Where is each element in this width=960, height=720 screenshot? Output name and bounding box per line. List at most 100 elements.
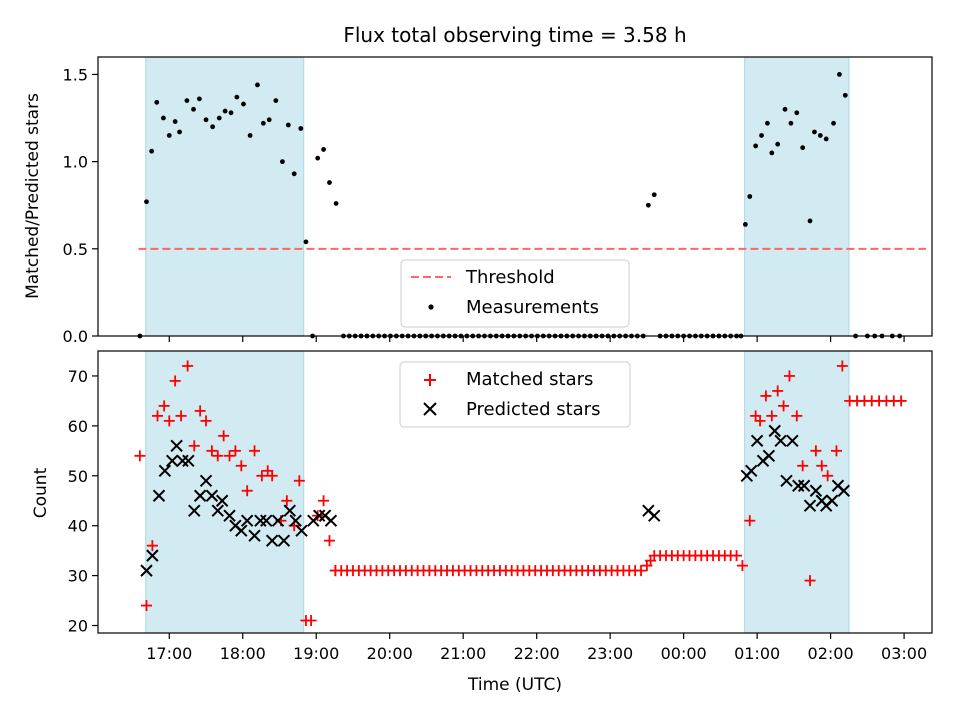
matched-star-marker (175, 410, 187, 422)
predicted-stars-markers (140, 424, 851, 577)
matched-star-marker (235, 460, 247, 472)
x-tick-label: 03:00 (881, 644, 927, 663)
measurement-point (775, 141, 781, 147)
measurement-point (222, 108, 228, 114)
matched-star-marker (318, 495, 330, 507)
predicted-star-marker (768, 424, 781, 438)
matched-star-marker (212, 450, 224, 462)
measurement-point (327, 180, 332, 185)
measurements-legend-swatch (428, 304, 434, 310)
matched-stars-markers (134, 360, 907, 627)
predicted-star-marker (176, 454, 189, 468)
predicted-star-marker (182, 454, 195, 468)
matched-star-marker (754, 415, 766, 427)
matched-star-marker (305, 615, 317, 627)
predicted-star-marker (837, 484, 851, 497)
predicted-star-marker (211, 504, 224, 517)
top-y-tick-label: 1.0 (63, 153, 88, 172)
predicted-star-marker (792, 479, 805, 492)
x-tick-label: 02:00 (808, 644, 854, 663)
bottom-legend-box (399, 361, 631, 428)
x-tick-label: 01:00 (734, 644, 780, 663)
matched-star-marker (744, 515, 756, 527)
x-tick-label: 23:00 (587, 644, 633, 663)
bottom-y-tick-label: 20 (68, 617, 88, 636)
matched-star-marker (140, 600, 152, 612)
bottom-y-tick-label: 70 (68, 367, 88, 386)
x-tick-label: 19:00 (293, 644, 339, 663)
top-y-axis-ticks: 0.0 0.5 1.0 1.5 (63, 65, 98, 346)
measurement-point (266, 117, 272, 123)
matched-star-marker (206, 445, 218, 457)
matched-legend-label: Matched stars (466, 369, 593, 390)
measurement-point (166, 133, 172, 138)
predicted-star-marker (780, 474, 793, 487)
matched-star-marker (163, 415, 175, 427)
measurement-point (203, 117, 209, 123)
measurement-point (788, 120, 794, 126)
predicted-star-marker (283, 504, 296, 517)
matched-star-marker (810, 445, 822, 457)
matched-star-marker (895, 395, 907, 407)
measurement-point (753, 143, 759, 149)
x-tick-label: 22:00 (514, 644, 560, 663)
predicted-star-marker (199, 474, 213, 487)
matched-star-marker (760, 390, 772, 402)
predicted-legend-label: Predicted stars (466, 399, 600, 420)
predicted-star-marker (193, 489, 207, 502)
measurement-point (837, 72, 842, 77)
predicted-star-marker (289, 514, 302, 527)
measurement-point (812, 129, 817, 135)
top-panel: 0.0 0.5 1.0 1.5 Matched/Predicted stars Thr… (23, 56, 933, 346)
measurement-point (273, 98, 279, 103)
top-shaded-interval-0 (145, 56, 305, 337)
measurement-point (747, 194, 753, 199)
bottom-y-axis-label: Count (31, 467, 51, 518)
matched-star-marker (229, 445, 241, 457)
bottom-panel: 20 30 40 50 60 70 17:00 18:00 19:00 20:00 21:00 22… (31, 350, 933, 695)
predicted-star-marker (324, 514, 338, 527)
predicted-star-marker (312, 509, 326, 522)
predicted-star-marker (254, 514, 267, 527)
measurement-point (817, 133, 823, 138)
predicted-star-marker (205, 489, 219, 502)
predicted-star-marker (277, 534, 291, 547)
x-tick-label: 18:00 (220, 644, 266, 663)
matched-star-marker (772, 385, 784, 397)
predicted-star-marker (140, 564, 153, 577)
measurement-point (831, 120, 836, 126)
measurement-point (823, 136, 829, 142)
bottom-y-axis-ticks: 20 30 40 50 60 70 (68, 367, 98, 636)
measurement-point (191, 106, 196, 112)
measurement-point (154, 99, 160, 105)
bottom-plot-frame (97, 350, 933, 634)
measurement-point (333, 201, 339, 206)
predicted-star-marker (750, 434, 764, 448)
predicted-star-marker (786, 434, 799, 448)
matched-star-marker (158, 400, 170, 412)
predicted-star-marker (809, 484, 823, 497)
matched-star-marker (736, 560, 748, 572)
measurement-point (160, 115, 166, 121)
x-tick-label: 20:00 (367, 644, 413, 663)
matched-star-marker (766, 410, 778, 422)
predicted-star-marker (158, 464, 172, 477)
bottom-y-tick-label: 50 (68, 467, 88, 486)
predicted-star-marker (152, 489, 166, 502)
measurement-point (800, 145, 806, 151)
top-x-axis-ticks (168, 336, 905, 342)
predicted-star-marker (774, 434, 787, 448)
measurement-point (144, 199, 149, 205)
top-shaded-intervals (145, 56, 850, 337)
measurement-point (234, 94, 240, 100)
bottom-y-tick-label: 40 (68, 517, 88, 536)
measurement-point (651, 192, 657, 198)
measurement-point (807, 218, 813, 224)
measurements-legend-label: Measurements (466, 297, 599, 318)
measurement-point (172, 119, 178, 124)
matched-star-marker (200, 415, 212, 427)
matched-star-marker (816, 460, 828, 472)
measurement-point (321, 147, 326, 152)
predicted-star-marker (745, 464, 758, 477)
